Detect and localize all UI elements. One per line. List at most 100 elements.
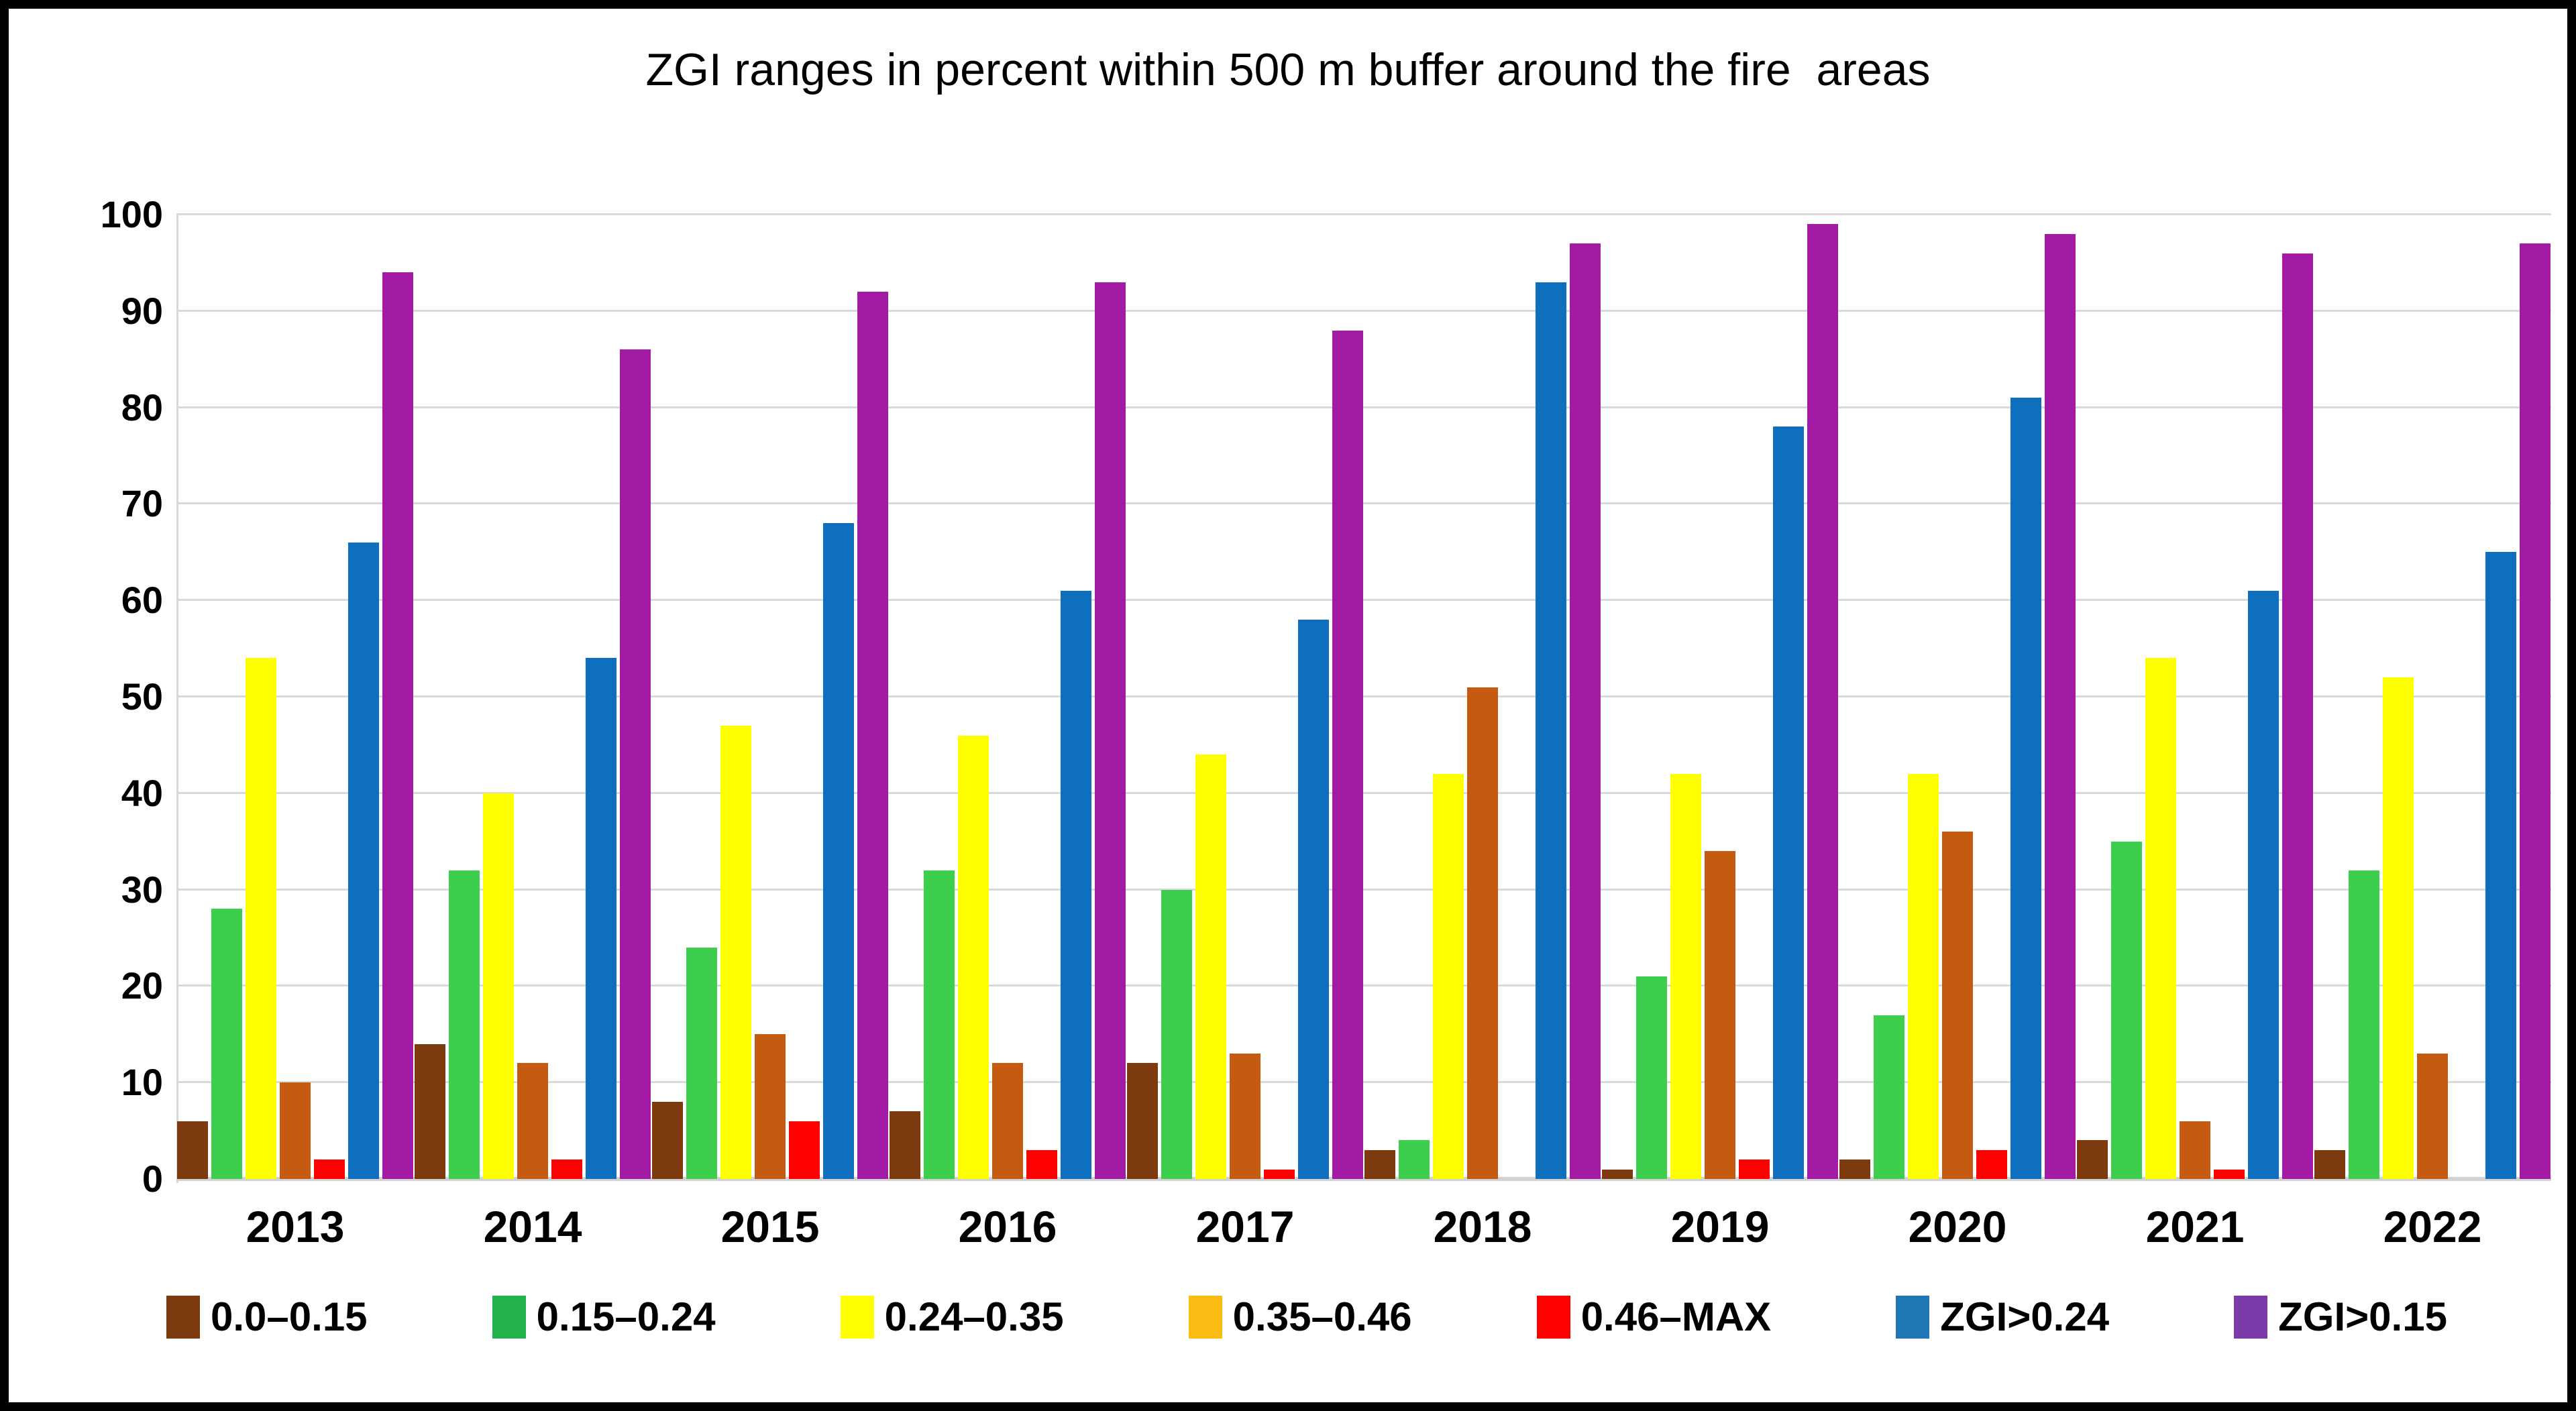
bar-group-2018 <box>1364 215 1601 1179</box>
bar-2020-0.46–MAX <box>1976 1150 2007 1179</box>
x-axis-label-2020: 2020 <box>1908 1202 2007 1251</box>
x-axis-label-2016: 2016 <box>958 1202 1057 1251</box>
legend-swatch <box>492 1295 526 1339</box>
bar-2017-ZGI>0.15 <box>1332 331 1363 1179</box>
bar-2017-0.0–0.15 <box>1127 1063 1158 1179</box>
bar-2015-ZGI>0.15 <box>857 292 888 1179</box>
y-axis-label: 60 <box>121 579 163 622</box>
legend-label: ZGI>0.15 <box>2278 1294 2447 1339</box>
bar-2022-0.35–0.46 <box>2417 1054 2448 1179</box>
bar-2019-0.35–0.46 <box>1705 851 1735 1179</box>
bar-2014-0.15–0.24 <box>449 870 480 1179</box>
bar-group-2020 <box>1839 215 2076 1179</box>
gridline-90 <box>176 309 2551 312</box>
bar-2017-0.24–0.35 <box>1195 754 1226 1179</box>
bar-2020-0.24–0.35 <box>1908 774 1939 1179</box>
bar-2014-ZGI>0.24 <box>586 658 616 1179</box>
bar-groups <box>176 215 2551 1179</box>
bar-2021-0.24–0.35 <box>2145 658 2176 1179</box>
bar-2020-0.35–0.46 <box>1942 832 1973 1179</box>
legend-swatch <box>2234 1295 2268 1339</box>
y-axis-label: 50 <box>121 675 163 718</box>
legend-swatch <box>1896 1295 1930 1339</box>
bar-2018-0.24–0.35 <box>1433 774 1464 1179</box>
gridline-50 <box>176 695 2551 697</box>
bar-2017-0.46–MAX <box>1264 1170 1295 1179</box>
bar-2013-0.24–0.35 <box>246 658 276 1179</box>
bar-2019-0.15–0.24 <box>1636 976 1667 1179</box>
legend-item-0.46–MAX: 0.46–MAX <box>1536 1294 1772 1340</box>
bar-2014-ZGI>0.15 <box>620 349 651 1179</box>
x-axis-label-2021: 2021 <box>2145 1202 2245 1251</box>
legend-label: 0.15–0.24 <box>536 1294 716 1339</box>
gridline-30 <box>176 888 2551 891</box>
bar-2017-0.15–0.24 <box>1161 890 1192 1179</box>
bar-2013-0.35–0.46 <box>280 1082 311 1179</box>
bar-2018-0.0–0.15 <box>1364 1150 1395 1179</box>
bar-2015-0.15–0.24 <box>686 948 717 1179</box>
legend-swatch <box>1536 1295 1570 1339</box>
gridline-70 <box>176 502 2551 505</box>
gridline-80 <box>176 406 2551 408</box>
bar-2013-ZGI>0.24 <box>348 543 379 1179</box>
bar-2018-ZGI>0.15 <box>1570 243 1601 1179</box>
bar-2014-0.46–MAX <box>551 1160 582 1179</box>
plot-area <box>176 213 2551 1181</box>
y-axis-label: 70 <box>121 482 163 525</box>
legend-label: ZGI>0.24 <box>1940 1294 2110 1339</box>
bar-2021-0.35–0.46 <box>2180 1121 2210 1179</box>
bar-2021-ZGI>0.15 <box>2282 253 2313 1179</box>
bar-2016-0.15–0.24 <box>924 870 955 1179</box>
bar-2016-ZGI>0.15 <box>1095 282 1126 1179</box>
bar-group-2014 <box>414 215 651 1179</box>
bar-group-2019 <box>1601 215 1839 1179</box>
x-axis-label-2018: 2018 <box>1433 1202 1532 1251</box>
bar-group-2013 <box>176 215 414 1179</box>
bar-2021-0.0–0.15 <box>2077 1140 2108 1179</box>
bar-2021-0.15–0.24 <box>2111 842 2142 1179</box>
bar-2019-ZGI>0.15 <box>1807 224 1838 1179</box>
bar-2018-0.15–0.24 <box>1399 1140 1430 1179</box>
bar-2020-ZGI>0.15 <box>2045 234 2076 1179</box>
bar-2021-0.46–MAX <box>2214 1170 2245 1179</box>
bar-2014-0.0–0.15 <box>415 1044 445 1179</box>
bar-2018-0.35–0.46 <box>1467 687 1498 1179</box>
bar-2016-0.0–0.15 <box>890 1111 920 1179</box>
legend-swatch <box>166 1295 200 1339</box>
x-axis-label-2019: 2019 <box>1670 1202 1770 1251</box>
bar-group-2017 <box>1126 215 1364 1179</box>
bar-group-2021 <box>2076 215 2314 1179</box>
legend-item-0.15–0.24: 0.15–0.24 <box>492 1294 716 1340</box>
gridline-0 <box>176 1177 2551 1181</box>
bar-2015-0.0–0.15 <box>652 1102 683 1179</box>
bar-2020-0.0–0.15 <box>1839 1160 1870 1179</box>
x-axis-labels: 2013 2014 2015 2016 2017 2018 2019 2020 2021 2022 <box>176 1201 2551 1252</box>
bar-2013-0.15–0.24 <box>211 909 242 1179</box>
bar-group-2016 <box>889 215 1126 1179</box>
bar-2014-0.35–0.46 <box>517 1063 548 1179</box>
bar-2019-0.0–0.15 <box>1602 1170 1633 1179</box>
legend-label: 0.0–0.15 <box>211 1294 368 1339</box>
x-axis-label-2017: 2017 <box>1195 1202 1295 1251</box>
bar-2015-0.35–0.46 <box>755 1034 786 1179</box>
bar-2013-0.0–0.15 <box>177 1121 208 1179</box>
bar-2017-0.35–0.46 <box>1230 1054 1260 1179</box>
bar-2022-0.24–0.35 <box>2383 677 2414 1179</box>
bar-2015-0.24–0.35 <box>720 726 751 1179</box>
gridline-10 <box>176 1081 2551 1084</box>
bar-2016-0.35–0.46 <box>992 1063 1023 1179</box>
y-axis-label: 30 <box>121 868 163 911</box>
bar-2013-ZGI>0.15 <box>382 272 413 1179</box>
gridline-20 <box>176 984 2551 987</box>
y-axis-label: 10 <box>121 1061 163 1104</box>
y-axis-label: 100 <box>100 193 163 235</box>
gridline-60 <box>176 599 2551 602</box>
legend-item-ZGI>0.24: ZGI>0.24 <box>1896 1294 2109 1340</box>
x-axis-label-2013: 2013 <box>246 1202 345 1251</box>
legend-label: 0.46–MAX <box>1580 1294 1772 1339</box>
x-axis-label-2015: 2015 <box>720 1202 820 1251</box>
bar-2016-0.24–0.35 <box>958 736 989 1179</box>
bar-2022-0.0–0.15 <box>2314 1150 2345 1179</box>
chart-title: ZGI ranges in percent within 500 m buffe… <box>645 44 1931 95</box>
x-axis-label-2014: 2014 <box>483 1202 582 1251</box>
